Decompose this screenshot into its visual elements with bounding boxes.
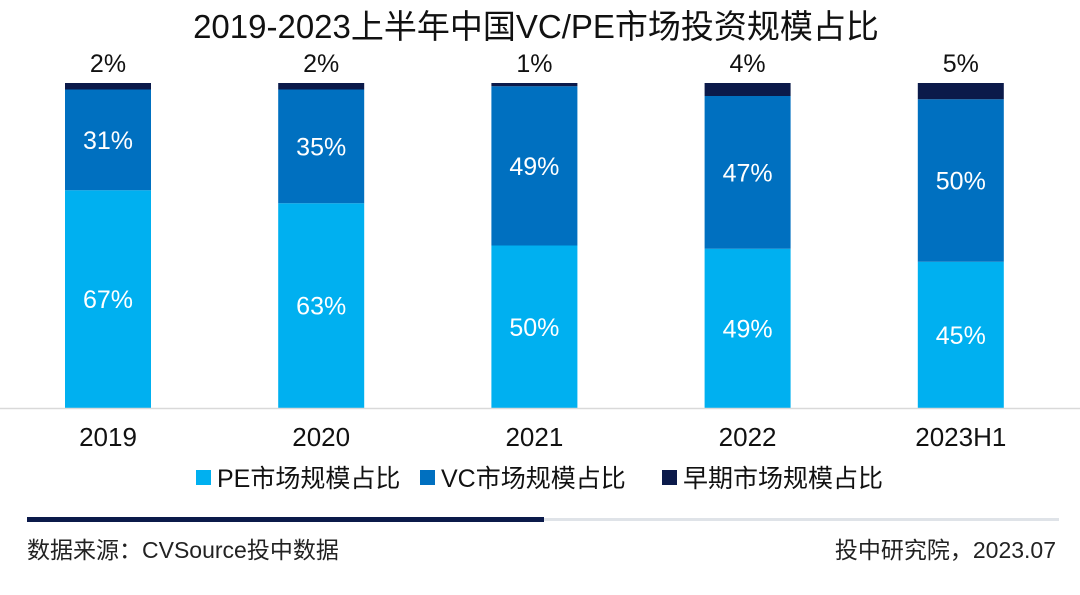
legend: PE市场规模占比 VC市场规模占比 早期市场规模占比 (196, 465, 883, 493)
bars-layer: 67% 31% 2% 63% 35% 2% 50% 49% 1% 49% 47% 4% 45% 50% 5% (65, 50, 1004, 408)
bar-vc-2019 (65, 89, 151, 191)
legend-swatch-early (662, 470, 677, 485)
x-tick-label-2021: 2021 (505, 422, 563, 452)
data-label-early-2021: 1% (516, 50, 552, 78)
data-label-vc-2020: 35% (296, 133, 346, 161)
stacked-bar-chart: 2019-2023上半年中国VC/PE市场投资规模占比 67% 31% 2% 63% 3… (0, 8, 1080, 493)
x-tick-label-2020: 2020 (292, 422, 350, 452)
data-label-pe-2023H1: 45% (936, 322, 986, 350)
bar-vc-2021 (491, 86, 578, 246)
bar-vc-2023H1 (917, 99, 1004, 262)
chart-title: 2019-2023上半年中国VC/PE市场投资规模占比 (193, 8, 879, 45)
bar-early-2020 (278, 83, 365, 90)
x-tick-label-2023H1: 2023H1 (915, 422, 1006, 452)
x-tick-label-2019: 2019 (79, 422, 137, 452)
legend-label-pe: PE市场规模占比 (217, 465, 400, 493)
data-label-pe-2022: 49% (723, 315, 773, 343)
data-label-pe-2020: 63% (296, 293, 346, 321)
data-label-vc-2023H1: 50% (936, 168, 986, 196)
legend-label-vc: VC市场规模占比 (441, 465, 626, 493)
bar-pe-2021 (491, 245, 578, 408)
data-label-pe-2021: 50% (509, 314, 559, 342)
data-label-vc-2019: 31% (83, 127, 133, 155)
legend-swatch-vc (420, 470, 435, 485)
legend-label-early: 早期市场规模占比 (683, 465, 883, 493)
footer-rule-light (544, 518, 1059, 521)
bar-early-2021 (491, 83, 578, 87)
bar-vc-2022 (704, 96, 791, 249)
data-source-note: 数据来源：CVSource投中数据 (27, 537, 339, 563)
bar-pe-2019 (65, 190, 151, 408)
bar-early-2022 (704, 83, 791, 96)
data-label-early-2022: 4% (730, 50, 766, 78)
legend-swatch-pe (196, 470, 211, 485)
data-label-early-2020: 2% (303, 50, 339, 78)
data-label-pe-2019: 67% (83, 286, 133, 314)
bar-early-2023H1 (917, 83, 1004, 100)
data-label-vc-2022: 47% (723, 159, 773, 187)
bar-pe-2022 (704, 248, 791, 408)
x-tick-labels: 2019 2020 2021 2022 2023H1 (79, 422, 1006, 452)
data-label-vc-2021: 49% (509, 153, 559, 181)
bar-vc-2020 (278, 89, 365, 204)
bar-early-2019 (65, 83, 151, 90)
bar-pe-2023H1 (917, 261, 1004, 408)
data-label-early-2019: 2% (90, 50, 126, 78)
footer-rule-dark (27, 517, 544, 522)
bar-pe-2020 (278, 203, 365, 408)
x-tick-label-2022: 2022 (719, 422, 777, 452)
data-label-early-2023H1: 5% (943, 50, 979, 78)
publisher-credit: 投中研究院，2023.07 (834, 537, 1056, 563)
